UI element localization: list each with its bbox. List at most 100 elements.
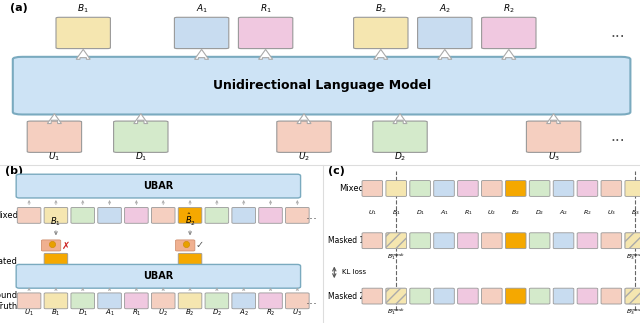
Text: $U_{3}$: $U_{3}$ — [292, 308, 302, 318]
Text: $B_{2}$: $B_{2}$ — [511, 208, 520, 217]
Text: (b): (b) — [5, 166, 23, 176]
FancyBboxPatch shape — [179, 253, 202, 269]
FancyBboxPatch shape — [386, 288, 406, 304]
FancyBboxPatch shape — [458, 233, 478, 249]
FancyBboxPatch shape — [175, 240, 195, 251]
Text: ...: ... — [611, 129, 625, 144]
FancyBboxPatch shape — [152, 207, 175, 223]
FancyBboxPatch shape — [174, 17, 229, 48]
Text: $R_{1}$: $R_{1}$ — [260, 3, 271, 15]
Text: $B_1$: $B_1$ — [51, 215, 61, 228]
FancyBboxPatch shape — [458, 288, 478, 304]
FancyBboxPatch shape — [481, 233, 502, 249]
FancyBboxPatch shape — [13, 57, 630, 114]
FancyBboxPatch shape — [259, 293, 282, 309]
Text: Unidirectional Language Model: Unidirectional Language Model — [212, 79, 431, 92]
Text: ...: ... — [306, 294, 318, 307]
FancyBboxPatch shape — [239, 17, 293, 48]
FancyBboxPatch shape — [386, 181, 406, 196]
Text: $D_{1}$: $D_{1}$ — [134, 151, 147, 163]
FancyBboxPatch shape — [577, 181, 598, 196]
FancyBboxPatch shape — [44, 293, 68, 309]
FancyBboxPatch shape — [98, 207, 122, 223]
Text: $B_{3}$: $B_{3}$ — [631, 208, 639, 217]
FancyBboxPatch shape — [362, 288, 383, 304]
FancyBboxPatch shape — [577, 233, 598, 249]
Text: Ground
Truth: Ground Truth — [0, 291, 18, 310]
FancyBboxPatch shape — [506, 233, 526, 249]
Text: $B_{1}$: $B_{1}$ — [51, 308, 61, 318]
Polygon shape — [76, 49, 90, 59]
FancyBboxPatch shape — [482, 17, 536, 48]
Text: Masked 1: Masked 1 — [328, 236, 364, 245]
FancyBboxPatch shape — [232, 293, 255, 309]
Text: Mixed: Mixed — [339, 184, 364, 193]
FancyBboxPatch shape — [285, 207, 309, 223]
Text: UBAR: UBAR — [143, 271, 173, 281]
FancyBboxPatch shape — [410, 288, 431, 304]
Text: $U_{1}$: $U_{1}$ — [49, 151, 60, 163]
Text: $A_{1}$: $A_{1}$ — [105, 308, 115, 318]
Polygon shape — [502, 49, 516, 59]
FancyBboxPatch shape — [526, 121, 581, 152]
FancyBboxPatch shape — [434, 288, 454, 304]
FancyBboxPatch shape — [553, 233, 574, 249]
Text: $R_{2}$: $R_{2}$ — [266, 308, 275, 318]
FancyBboxPatch shape — [179, 207, 202, 223]
Text: $R_{2}$: $R_{2}$ — [583, 208, 592, 217]
Text: $D_{1}$: $D_{1}$ — [415, 208, 425, 217]
FancyBboxPatch shape — [577, 288, 598, 304]
Text: $\hat{B}_2$: $\hat{B}_2$ — [184, 212, 196, 228]
FancyBboxPatch shape — [481, 288, 502, 304]
FancyBboxPatch shape — [179, 293, 202, 309]
Polygon shape — [195, 49, 209, 59]
Text: ✗: ✗ — [61, 240, 70, 250]
FancyBboxPatch shape — [205, 207, 228, 223]
FancyBboxPatch shape — [458, 181, 478, 196]
Text: (c): (c) — [328, 166, 345, 176]
Text: ...: ... — [306, 209, 318, 222]
Text: $R_{1}$: $R_{1}$ — [463, 208, 472, 217]
Text: ✓: ✓ — [196, 240, 204, 250]
FancyBboxPatch shape — [410, 181, 431, 196]
Text: $B_{1}$: $B_{1}$ — [392, 208, 401, 217]
FancyBboxPatch shape — [625, 233, 640, 249]
Text: $A_{1}$: $A_{1}$ — [440, 208, 449, 217]
FancyBboxPatch shape — [386, 233, 406, 249]
FancyBboxPatch shape — [417, 17, 472, 48]
FancyBboxPatch shape — [56, 17, 110, 48]
Polygon shape — [47, 114, 61, 123]
FancyBboxPatch shape — [71, 207, 95, 223]
FancyBboxPatch shape — [17, 207, 41, 223]
FancyBboxPatch shape — [529, 288, 550, 304]
FancyBboxPatch shape — [259, 207, 282, 223]
Text: Generated: Generated — [0, 257, 18, 266]
FancyBboxPatch shape — [125, 293, 148, 309]
Text: $D_{2}$: $D_{2}$ — [212, 308, 222, 318]
FancyBboxPatch shape — [16, 265, 301, 288]
Text: $A_{2}$: $A_{2}$ — [239, 308, 248, 318]
FancyBboxPatch shape — [601, 288, 621, 304]
Polygon shape — [259, 49, 273, 59]
FancyBboxPatch shape — [529, 233, 550, 249]
FancyBboxPatch shape — [481, 181, 502, 196]
Text: $D_{2}$: $D_{2}$ — [535, 208, 544, 217]
Text: UBAR: UBAR — [143, 181, 173, 191]
Text: $U_{3}$: $U_{3}$ — [548, 151, 559, 163]
Polygon shape — [134, 114, 148, 123]
FancyBboxPatch shape — [362, 181, 383, 196]
FancyBboxPatch shape — [372, 121, 428, 152]
Text: $D_{2}$: $D_{2}$ — [394, 151, 406, 163]
Text: $B_{2}$: $B_{2}$ — [375, 3, 387, 15]
Text: $A_{2}$: $A_{2}$ — [559, 208, 568, 217]
FancyBboxPatch shape — [205, 293, 228, 309]
FancyBboxPatch shape — [601, 233, 621, 249]
Polygon shape — [438, 49, 452, 59]
FancyBboxPatch shape — [354, 17, 408, 48]
FancyBboxPatch shape — [277, 121, 332, 152]
FancyBboxPatch shape — [362, 233, 383, 249]
Text: $U_{2}$: $U_{2}$ — [158, 308, 168, 318]
Text: $B_{1}$: $B_{1}$ — [77, 3, 89, 15]
FancyBboxPatch shape — [17, 293, 41, 309]
Text: $U_{1}$: $U_{1}$ — [24, 308, 34, 318]
